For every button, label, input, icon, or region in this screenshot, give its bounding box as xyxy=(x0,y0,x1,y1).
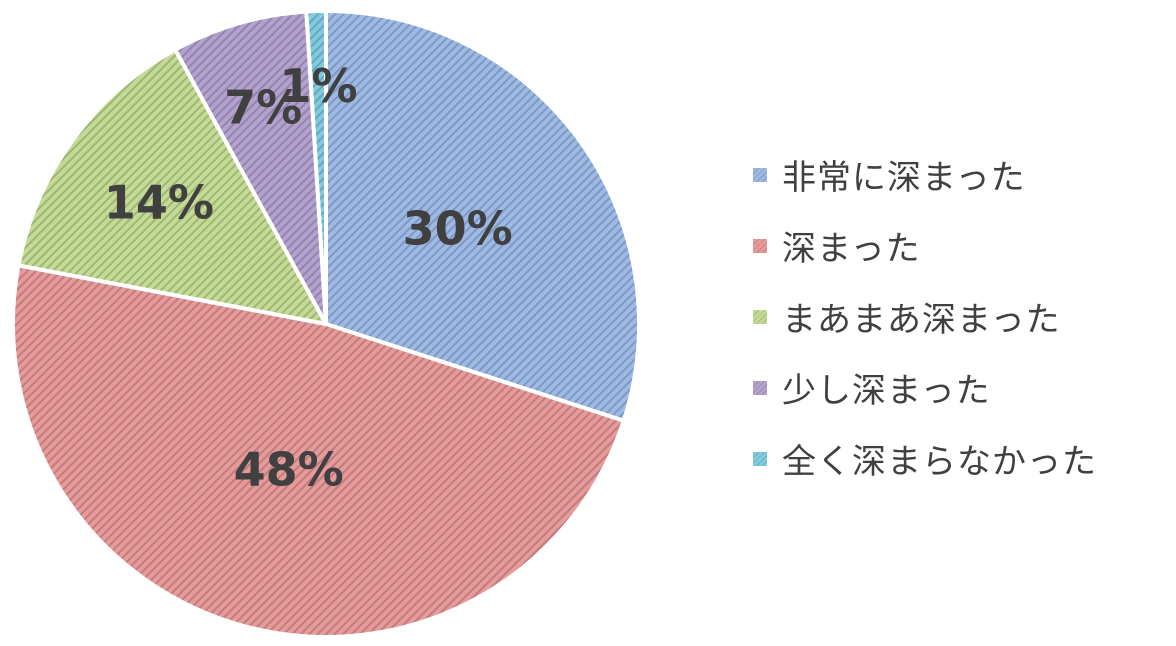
pie-chart: 30% 48% 14%7%1% xyxy=(11,9,641,639)
pie-slice-labels: 30% 48% 14%7%1% xyxy=(104,59,513,496)
legend-item-3: まあまあ深まった xyxy=(752,281,1172,352)
legend-label-1: 非常に深まった xyxy=(782,158,1026,198)
legend-label-4: 少し深まった xyxy=(782,371,991,411)
legend-label-5: 全く深まらなかった xyxy=(782,442,1097,482)
legend-label-3: まあまあ深まった xyxy=(782,300,1061,340)
slice-label-2: 48% xyxy=(234,443,344,497)
pie-slice-5 xyxy=(304,9,328,326)
legend-item-1: 非常に深まった xyxy=(752,139,1172,210)
legend-swatch-5 xyxy=(752,450,768,467)
slice-label-1: 30% xyxy=(403,201,513,255)
pie-slice-3 xyxy=(16,47,328,326)
pie-slice-2 xyxy=(11,263,626,639)
legend-item-5: 全く深まらなかった xyxy=(752,423,1172,494)
legend-label-2: 深まった xyxy=(782,229,921,269)
legend-swatch-3 xyxy=(752,308,768,325)
slice-label-5: 1% xyxy=(279,59,357,113)
pie-slice-1 xyxy=(324,9,641,423)
legend-item-2: 深まった xyxy=(752,210,1172,281)
pie-slice-4 xyxy=(173,9,328,326)
pie-slices xyxy=(11,9,641,639)
chart-legend: 非常に深まった 深まったまあまあ深まった 少し深まった全く深まらなかった xyxy=(752,139,1172,494)
slice-label-3: 14% xyxy=(104,176,214,230)
legend-item-4: 少し深まった xyxy=(752,352,1172,423)
legend-swatch-2 xyxy=(752,237,768,254)
legend-swatch-4 xyxy=(752,379,768,396)
slice-label-4: 7% xyxy=(224,81,302,135)
legend-swatch-1 xyxy=(752,166,768,183)
